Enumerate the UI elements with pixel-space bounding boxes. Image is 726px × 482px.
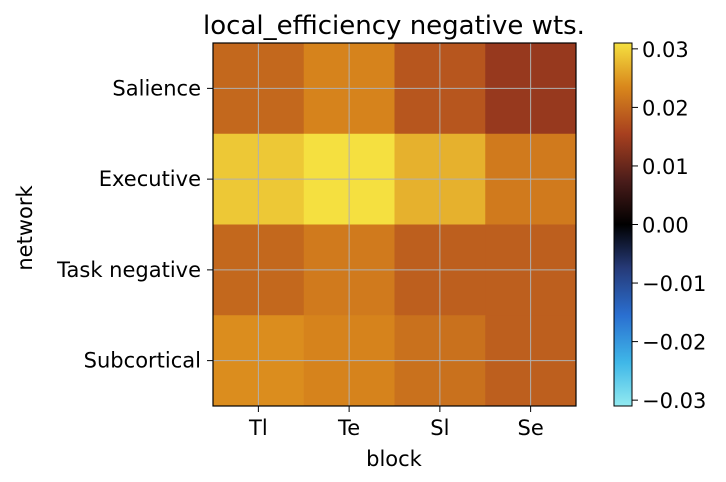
colorbar-gradient [613, 42, 633, 407]
colorbar: 0.03 0.02 0.01 0.00 −0.01 −0.02 −0.03 [613, 38, 706, 413]
y-tick-label: Subcortical [84, 349, 201, 373]
y-axis-label: network [13, 185, 37, 271]
x-tick-label: Sl [430, 416, 449, 440]
y-tick-label: Salience [112, 76, 201, 100]
x-tick-label: Te [337, 416, 360, 440]
colorbar-tick-label: 0.00 [642, 214, 689, 238]
plot-frame [212, 42, 577, 407]
colorbar-tick-label: −0.02 [642, 331, 706, 355]
colorbar-tick-label: 0.01 [642, 155, 689, 179]
colorbar-tick-label: 0.02 [642, 96, 689, 120]
colorbar-tick-label: 0.03 [642, 38, 689, 62]
chart-title: local_efficiency negative wts. [203, 11, 585, 41]
heatmap-cells [213, 43, 577, 407]
y-tick-label: Executive [99, 167, 201, 191]
colorbar-tick-label: −0.03 [642, 389, 706, 413]
colorbar-ticks: 0.03 0.02 0.01 0.00 −0.01 −0.02 −0.03 [632, 38, 706, 413]
x-tick-label: Se [518, 416, 544, 440]
x-tick-label: Tl [248, 416, 268, 440]
grid-lines [213, 43, 576, 406]
x-axis-ticks: Tl Te Sl Se [248, 406, 544, 440]
colorbar-tick-label: −0.01 [642, 272, 706, 296]
x-axis-label: block [366, 447, 423, 471]
y-tick-label: Task negative [56, 258, 201, 282]
y-axis-ticks: Salience Executive Task negative Subcortica… [56, 76, 213, 373]
